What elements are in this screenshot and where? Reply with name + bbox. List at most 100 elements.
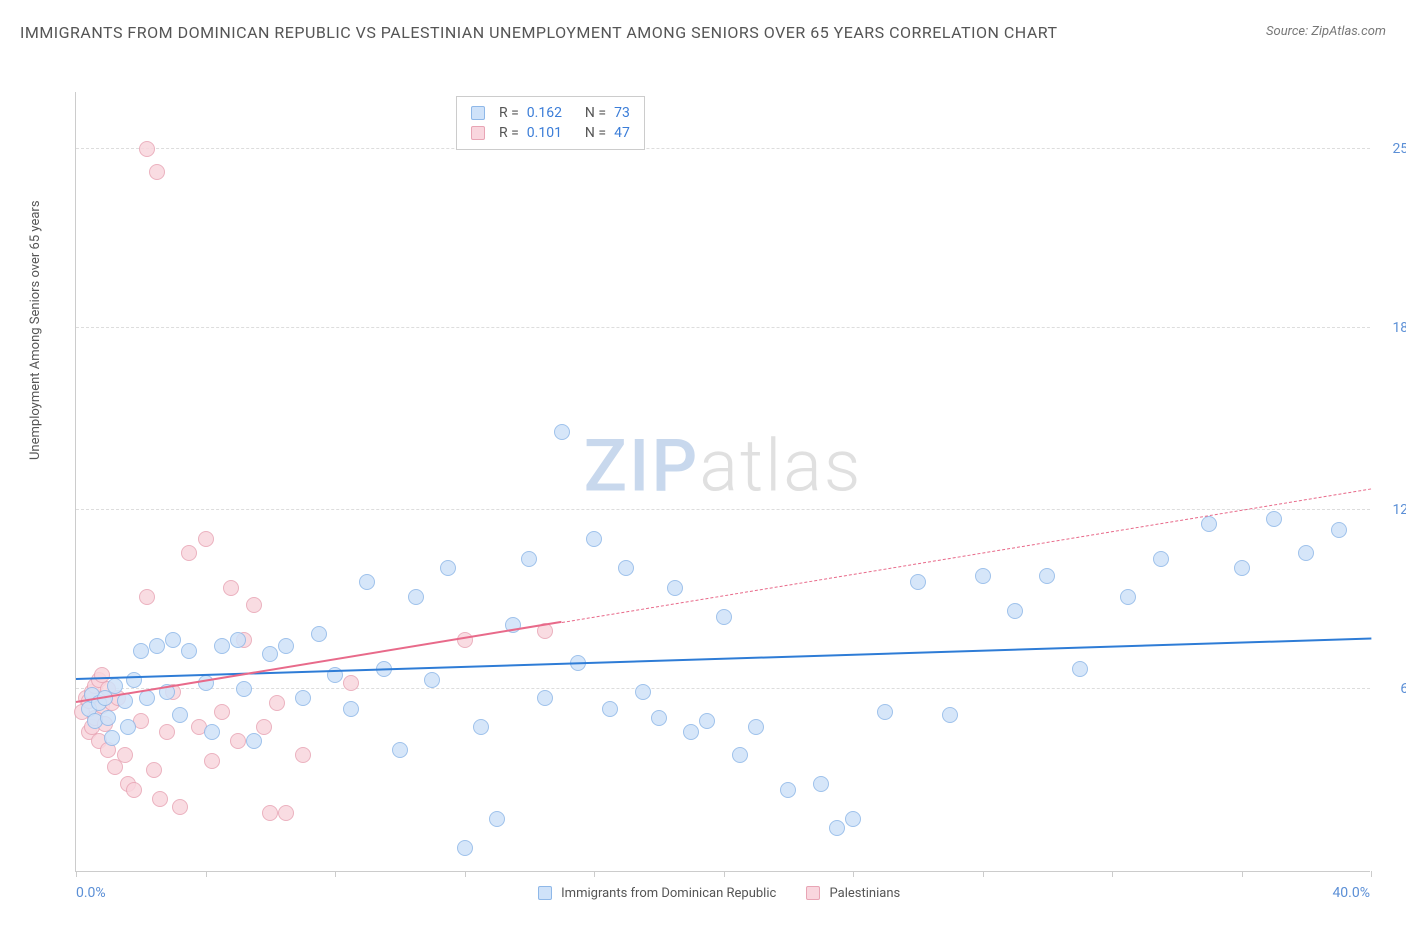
data-point: [457, 632, 473, 648]
data-point: [236, 681, 252, 697]
data-point: [230, 733, 246, 749]
data-point: [942, 707, 958, 723]
watermark-atlas: atlas: [699, 423, 862, 508]
data-point: [975, 568, 991, 584]
data-point: [246, 597, 262, 613]
data-point: [473, 719, 489, 735]
data-point: [104, 730, 120, 746]
data-point: [146, 762, 162, 778]
data-point: [230, 632, 246, 648]
data-point: [829, 820, 845, 836]
x-tick: [983, 871, 984, 877]
stat-r-b: 0.101: [527, 125, 562, 141]
data-point: [181, 643, 197, 659]
data-point: [204, 753, 220, 769]
data-point: [780, 782, 796, 798]
data-point: [278, 638, 294, 654]
data-point: [748, 719, 764, 735]
data-point: [554, 424, 570, 440]
stats-row-series-b: R = 0.101 N = 47: [471, 123, 630, 143]
y-tick-label: 6.3%: [1400, 681, 1406, 697]
y-tick-label: 18.8%: [1392, 320, 1406, 336]
plot-area: ZIPatlas R = 0.162 N = 73 R = 0.101 N = …: [75, 92, 1370, 872]
data-point: [635, 684, 651, 700]
data-point: [139, 589, 155, 605]
gridline: [76, 148, 1370, 149]
data-point: [1234, 560, 1250, 576]
data-point: [343, 701, 359, 717]
bottom-legend: Immigrants from Dominican Republic Pales…: [538, 886, 900, 901]
data-point: [910, 574, 926, 590]
data-point: [172, 799, 188, 815]
data-point: [408, 589, 424, 605]
data-point: [149, 164, 165, 180]
data-point: [1039, 568, 1055, 584]
x-tick: [594, 871, 595, 877]
chart-container: IMMIGRANTS FROM DOMINICAN REPUBLIC VS PA…: [20, 20, 1386, 910]
legend-swatch-b: [471, 126, 485, 140]
data-point: [126, 782, 142, 798]
stat-n-a: 73: [614, 105, 630, 121]
title-row: IMMIGRANTS FROM DOMINICAN REPUBLIC VS PA…: [20, 20, 1386, 46]
stat-n-label: N =: [585, 105, 606, 121]
data-point: [181, 545, 197, 561]
data-point: [120, 719, 136, 735]
data-point: [457, 840, 473, 856]
data-point: [223, 580, 239, 596]
data-point: [667, 580, 683, 596]
x-min-label: 0.0%: [76, 885, 106, 901]
data-point: [1072, 661, 1088, 677]
x-tick: [1242, 871, 1243, 877]
x-tick: [1371, 871, 1372, 877]
stats-legend-box: R = 0.162 N = 73 R = 0.101 N = 47: [456, 96, 645, 150]
bottom-label-a: Immigrants from Dominican Republic: [561, 886, 776, 901]
data-point: [1266, 511, 1282, 527]
data-point: [117, 747, 133, 763]
data-point: [1331, 522, 1347, 538]
data-point: [1120, 589, 1136, 605]
data-point: [278, 805, 294, 821]
x-tick: [1112, 871, 1113, 877]
x-axis-row: 0.0% Immigrants from Dominican Republic …: [76, 885, 1370, 901]
x-tick: [853, 871, 854, 877]
gridline: [76, 688, 1370, 689]
data-point: [269, 695, 285, 711]
gridline: [76, 327, 1370, 328]
legend-swatch-a: [471, 106, 485, 120]
stat-r-label: R =: [499, 105, 519, 121]
data-point: [262, 646, 278, 662]
data-point: [602, 701, 618, 717]
x-tick: [206, 871, 207, 877]
data-point: [295, 690, 311, 706]
data-point: [392, 742, 408, 758]
data-point: [489, 811, 505, 827]
data-point: [107, 678, 123, 694]
data-point: [214, 638, 230, 654]
data-point: [651, 710, 667, 726]
data-point: [152, 791, 168, 807]
x-tick: [335, 871, 336, 877]
x-max-label: 40.0%: [1332, 885, 1370, 901]
stat-r-a: 0.162: [527, 105, 562, 121]
stat-r-label: R =: [499, 125, 519, 141]
stats-row-series-a: R = 0.162 N = 73: [471, 103, 630, 123]
data-point: [1298, 545, 1314, 561]
data-point: [311, 626, 327, 642]
bottom-legend-b: Palestinians: [806, 886, 900, 901]
data-point: [172, 707, 188, 723]
data-point: [845, 811, 861, 827]
bottom-legend-a: Immigrants from Dominican Republic: [538, 886, 776, 901]
data-point: [586, 531, 602, 547]
chart-title: IMMIGRANTS FROM DOMINICAN REPUBLIC VS PA…: [20, 20, 1058, 46]
data-point: [133, 643, 149, 659]
data-point: [198, 531, 214, 547]
gridline: [76, 509, 1370, 510]
x-tick: [76, 871, 77, 877]
data-point: [1201, 516, 1217, 532]
y-tick-label: 12.5%: [1392, 502, 1406, 518]
data-point: [537, 690, 553, 706]
data-point: [1153, 551, 1169, 567]
data-point: [100, 710, 116, 726]
data-point: [732, 747, 748, 763]
data-point: [699, 713, 715, 729]
